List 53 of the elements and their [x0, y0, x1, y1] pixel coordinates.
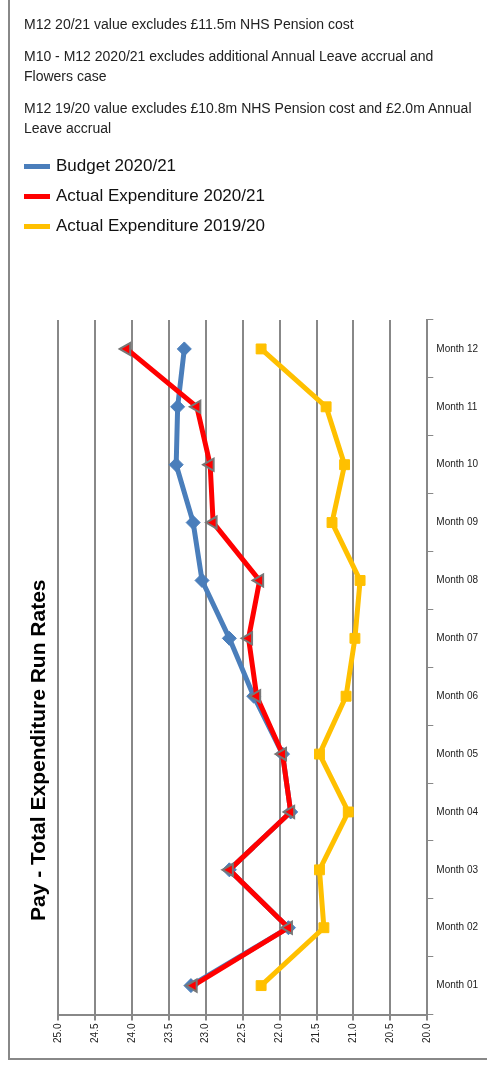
point: [255, 343, 267, 355]
text: M10 - M12 2020/21 excludes additional Annual Leave accrual and Flowers case: [24, 47, 435, 86]
point: [240, 631, 254, 646]
y-tick-label: Month 07: [436, 632, 479, 644]
point: [251, 573, 265, 588]
point: [185, 515, 201, 531]
x-tick-label: 24.0: [125, 1023, 137, 1044]
legend-label: Budget 2020/21: [56, 156, 177, 176]
point: [202, 457, 215, 472]
x-tick-label: 24.5: [88, 1023, 100, 1044]
point: [205, 515, 218, 530]
y-tick-label: Month 02: [436, 921, 479, 933]
y-tick-label: Month 10: [436, 458, 479, 470]
x-tick-label: 22.5: [236, 1023, 248, 1044]
y-tick-label: Month 01: [436, 979, 479, 991]
y-tick-label: Month 05: [436, 747, 479, 759]
x-tick-label: 25.0: [51, 1023, 63, 1044]
y-tick-label: Month 11: [436, 400, 478, 412]
text: M12 19/20 value excludes £10.8m NHS Pension cost and £2.0m Annual Leave accrual: [24, 99, 473, 138]
point: [188, 399, 202, 414]
x-tick-label: 21.0: [347, 1023, 359, 1044]
point: [314, 748, 325, 760]
y-tick-label: Month 09: [436, 516, 479, 528]
point: [342, 806, 354, 818]
point: [314, 864, 325, 876]
point: [118, 341, 132, 356]
point: [318, 922, 330, 934]
point: [339, 459, 351, 471]
x-tick-label: 20.0: [421, 1023, 433, 1044]
point: [221, 630, 237, 646]
point: [326, 517, 338, 529]
point: [354, 575, 366, 586]
point: [255, 980, 267, 992]
y-tick-label: Month 03: [436, 863, 479, 875]
point: [176, 341, 192, 357]
point: [320, 401, 332, 413]
point: [349, 632, 361, 644]
x-tick-label: 22.0: [273, 1023, 285, 1044]
x-tick-label: 23.0: [199, 1023, 211, 1044]
point: [168, 457, 184, 473]
y-tick-label: Month 06: [436, 689, 479, 701]
y-tick-label: Month 04: [436, 805, 479, 817]
point: [194, 572, 210, 588]
x-tick-label: 20.5: [384, 1023, 396, 1044]
legend-label: Actual Expenditure 2019/20: [56, 216, 265, 236]
legend-label: Actual Expenditure 2020/21: [56, 186, 265, 206]
text: Pay - Total Expenditure Run Rates: [26, 578, 50, 923]
y-tick-label: Month 12: [436, 342, 479, 354]
x-tick-label: 23.5: [162, 1023, 174, 1044]
x-tick-label: 21.5: [310, 1023, 322, 1044]
text: M12 20/21 value excludes £11.5m NHS Pension cost: [24, 15, 355, 34]
y-tick-label: Month 08: [436, 574, 479, 586]
point: [340, 690, 352, 702]
